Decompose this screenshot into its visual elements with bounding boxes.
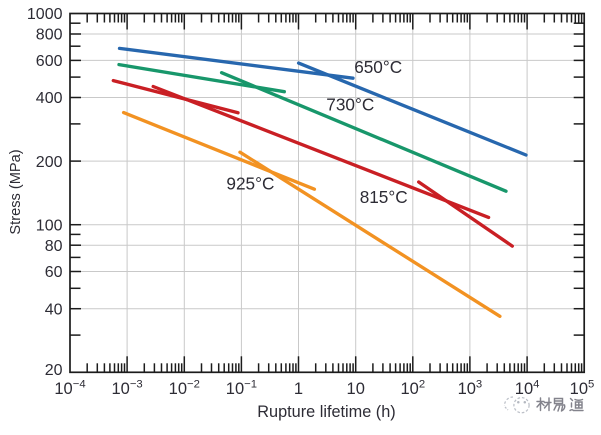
svg-text:200: 200 bbox=[36, 154, 63, 171]
svg-text:600: 600 bbox=[36, 53, 63, 70]
svg-text:Rupture lifetime (h): Rupture lifetime (h) bbox=[257, 403, 395, 421]
svg-text:400: 400 bbox=[36, 90, 63, 107]
svg-text:730°C: 730°C bbox=[326, 94, 374, 114]
svg-text:60: 60 bbox=[45, 264, 63, 281]
svg-text:800: 800 bbox=[36, 27, 63, 44]
svg-text:40: 40 bbox=[45, 301, 63, 318]
svg-text:20: 20 bbox=[45, 362, 63, 379]
svg-text:1000: 1000 bbox=[27, 6, 63, 23]
svg-text:925°C: 925°C bbox=[226, 174, 274, 194]
svg-text:80: 80 bbox=[45, 238, 63, 255]
svg-text:10: 10 bbox=[347, 380, 365, 398]
svg-text:Stress (MPa): Stress (MPa) bbox=[8, 149, 24, 234]
svg-text:1: 1 bbox=[294, 380, 303, 398]
svg-text:650°C: 650°C bbox=[354, 57, 402, 77]
svg-text:815°C: 815°C bbox=[360, 187, 408, 207]
svg-text:100: 100 bbox=[36, 217, 63, 234]
